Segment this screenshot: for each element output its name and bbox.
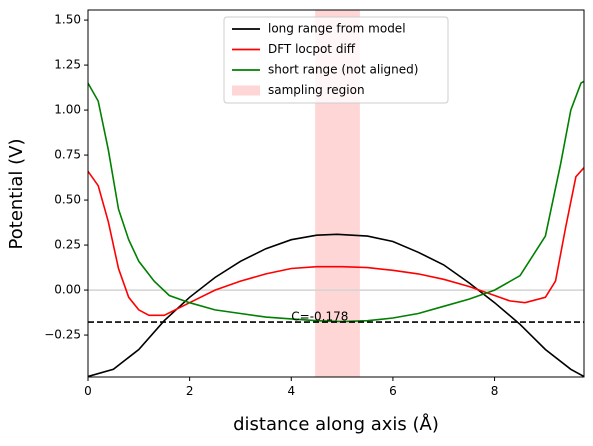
series-line [88,233,584,377]
annotation: C=-0.178 [291,310,348,324]
legend-swatch [232,85,260,96]
x-tick-label: 0 [84,384,92,398]
series-line [88,167,584,317]
legend-box [223,16,449,104]
y-tick-label: 1.50 [54,13,81,27]
y-tick-label: −0.25 [44,328,81,342]
x-tick-label: 4 [287,384,295,398]
y-tick-label: 1.25 [54,58,81,72]
x-tick-label: 6 [389,384,397,398]
legend-label: DFT locpot diff [268,42,356,56]
y-tick-label: 0.50 [54,193,81,207]
y-tick-label: 0.75 [54,148,81,162]
x-tick-label: 2 [186,384,194,398]
legend: long range from model DFT locpot diff shor… [223,16,449,104]
plot-frame [87,9,585,378]
y-tick-label: 0.25 [54,238,81,252]
legend-label: sampling region [268,83,365,97]
legend-label: long range from model [268,22,406,36]
y-axis-label: Potential (V) [6,139,27,250]
legend-label: short range (not aligned) [268,63,418,77]
y-tick-label: 0.00 [54,283,81,297]
y-tick-label: 1.00 [54,103,81,117]
x-tick-label: 8 [491,384,499,398]
series-line [88,80,584,323]
x-axis-label: distance along axis (Å) [233,413,439,435]
